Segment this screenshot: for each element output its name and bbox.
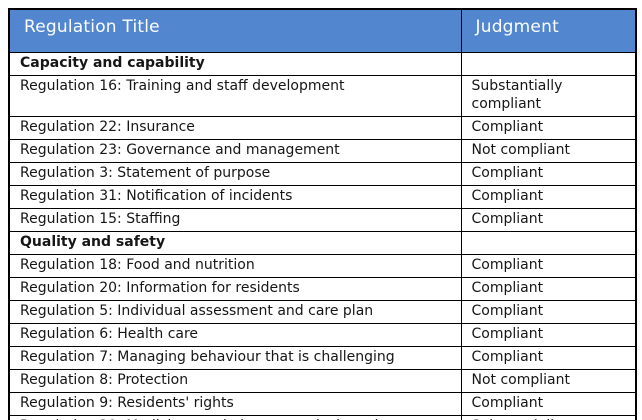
- table-row: Regulation 31: Notification of incidents…: [8, 185, 637, 209]
- judgment-cell: Compliant: [460, 300, 637, 324]
- judgment-text: Compliant: [471, 326, 544, 342]
- section-title-cell: Capacity and capability: [8, 52, 462, 76]
- judgment-text: Not compliant: [471, 372, 571, 388]
- judgment-text: Compliant: [471, 165, 544, 181]
- judgment-cell: Compliant: [460, 116, 637, 140]
- judgment-text: Compliant: [471, 395, 544, 411]
- table-row: Regulation 20: Information for residents…: [8, 277, 637, 301]
- judgment-text: Not compliant: [471, 142, 571, 158]
- regulation-title-cell: Regulation 18: Food and nutrition: [8, 254, 462, 278]
- judgment-text: Substantially compliant: [472, 417, 592, 420]
- table-header-row: Regulation Title Judgment: [8, 8, 637, 53]
- judgment-cell: Compliant: [460, 185, 637, 209]
- regulation-title-cell: Regulation 7: Managing behaviour that is…: [8, 346, 462, 370]
- table-row: Regulation 8: Protection Not compliant: [8, 369, 637, 393]
- regulation-title-cell: Regulation 29: Medicines and pharmaceuti…: [8, 415, 462, 420]
- judgment-text: Compliant: [471, 257, 544, 273]
- regulation-title-cell: Regulation 16: Training and staff develo…: [8, 75, 462, 117]
- regulations-judgment-table: Regulation Title Judgment Capacity and c…: [8, 8, 637, 420]
- section-row: Quality and safety: [8, 231, 637, 255]
- regulation-title-cell: Regulation 6: Health care: [8, 323, 462, 347]
- judgment-cell: Compliant: [460, 323, 637, 347]
- column-header-judgment: Judgment: [460, 8, 637, 53]
- judgment-text: Compliant: [471, 119, 544, 135]
- judgment-cell: Compliant: [460, 392, 637, 416]
- regulation-title-cell: Regulation 31: Notification of incidents: [8, 185, 462, 209]
- table-row: Regulation 3: Statement of purpose Compl…: [8, 162, 637, 186]
- judgment-text: Compliant: [471, 188, 544, 204]
- table-row: Regulation 5: Individual assessment and …: [8, 300, 637, 324]
- table-row: Regulation 7: Managing behaviour that is…: [8, 346, 637, 370]
- judgment-cell: Substantially compliant: [460, 75, 637, 117]
- column-header-regulation-title: Regulation Title: [8, 8, 462, 53]
- table-row: Regulation 6: Health care Compliant: [8, 323, 637, 347]
- table-row: Regulation 18: Food and nutrition Compli…: [8, 254, 637, 278]
- regulation-title-cell: Regulation 22: Insurance: [8, 116, 462, 140]
- judgment-cell: Compliant: [460, 277, 637, 301]
- judgment-cell: Compliant: [460, 254, 637, 278]
- section-title-cell: Quality and safety: [8, 231, 462, 255]
- judgment-cell: [460, 52, 637, 76]
- judgment-cell: Substantially compliant: [460, 415, 637, 420]
- judgment-text: Compliant: [471, 280, 544, 296]
- judgment-cell: [460, 231, 637, 255]
- table-row: Regulation 29: Medicines and pharmaceuti…: [8, 415, 637, 420]
- regulation-title-cell: Regulation 8: Protection: [8, 369, 462, 393]
- table-row: Regulation 15: Staffing Compliant: [8, 208, 637, 232]
- regulation-title-cell: Regulation 23: Governance and management: [8, 139, 462, 163]
- judgment-cell: Not compliant: [460, 369, 637, 393]
- judgment-cell: Compliant: [460, 162, 637, 186]
- regulation-title-cell: Regulation 20: Information for residents: [8, 277, 462, 301]
- judgment-cell: Not compliant: [460, 139, 637, 163]
- judgment-text: Compliant: [471, 303, 544, 319]
- regulation-title-cell: Regulation 15: Staffing: [8, 208, 462, 232]
- judgment-text: Substantially compliant: [471, 78, 563, 112]
- judgment-cell: Compliant: [460, 208, 637, 232]
- table-row: Regulation 9: Residents' rights Complian…: [8, 392, 637, 416]
- judgment-text: Compliant: [471, 349, 544, 365]
- judgment-text: Compliant: [471, 211, 544, 227]
- regulation-title-cell: Regulation 9: Residents' rights: [8, 392, 462, 416]
- section-row: Capacity and capability: [8, 52, 637, 76]
- table-row: Regulation 16: Training and staff develo…: [8, 75, 637, 117]
- regulation-title-cell: Regulation 5: Individual assessment and …: [8, 300, 462, 324]
- table-row: Regulation 22: Insurance Compliant: [8, 116, 637, 140]
- table-row: Regulation 23: Governance and management…: [8, 139, 637, 163]
- judgment-cell: Compliant: [460, 346, 637, 370]
- regulation-title-cell: Regulation 3: Statement of purpose: [8, 162, 462, 186]
